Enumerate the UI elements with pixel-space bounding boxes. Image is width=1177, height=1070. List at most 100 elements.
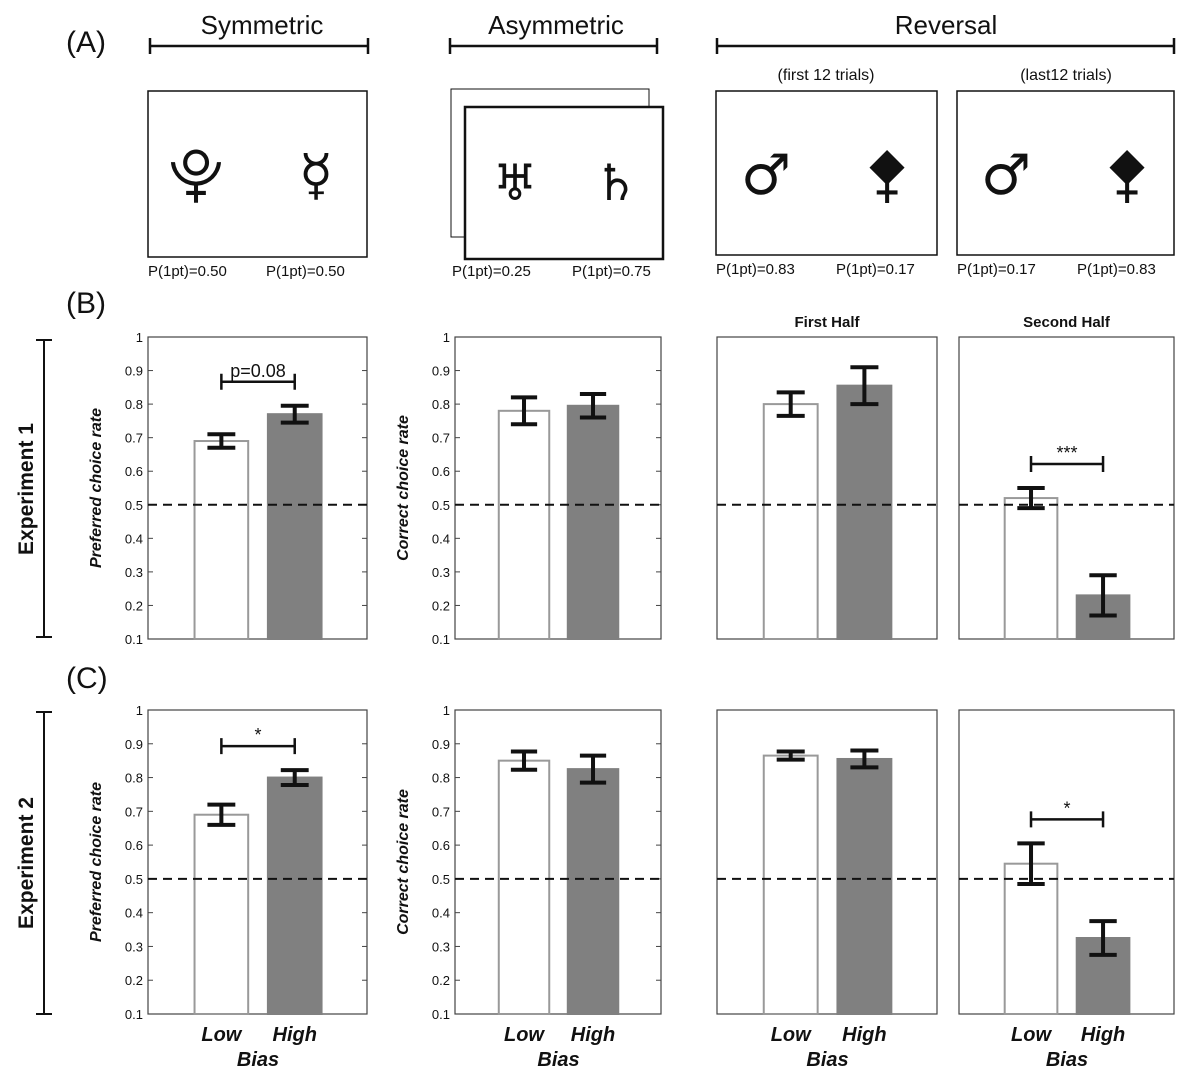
error-bar [280, 403, 309, 425]
subplot-title: First Half [794, 314, 860, 331]
plot-frame [147, 709, 368, 1015]
y-tick-label: 0.8 [432, 397, 450, 412]
probability-label-right: P(1pt)=0.17 [836, 261, 915, 278]
significance-label: *** [1057, 443, 1078, 463]
stimulus-card-symmetric: ⯓ ☿ P(1pt)=0.50 P(1pt)=0.50 [147, 90, 368, 280]
error-bar [207, 432, 236, 450]
error-bar [579, 753, 607, 785]
y-tick-label: 0.6 [125, 464, 143, 479]
bar-high [836, 384, 893, 640]
probability-label-left: P(1pt)=0.25 [452, 263, 531, 280]
error-bar [280, 768, 309, 787]
plot-frame [716, 709, 938, 1015]
y-axis-label: Correct choice rate [395, 415, 412, 561]
y-tick-label: 0.3 [432, 565, 450, 580]
bar-high [266, 413, 323, 640]
chart-panel: Second Half *** [958, 314, 1175, 641]
x-axis-label: Bias [806, 1049, 848, 1070]
significance-bracket [220, 738, 296, 755]
probability-label-left: P(1pt)=0.17 [957, 261, 1036, 278]
significance-label: p=0.08 [230, 361, 286, 381]
significance-label: * [1064, 798, 1071, 818]
plot-frame [958, 709, 1175, 1015]
chart-panel: First Half [716, 314, 938, 640]
chart-panel: 0.1 0.2 0.3 0.4 0.5 0.6 0.7 0.8 0.9 1 Correct choi… [395, 330, 662, 647]
y-tick-label: 0.4 [432, 531, 450, 546]
error-bar [1017, 486, 1045, 511]
x-category-label: Low [771, 1024, 812, 1046]
card-frame [715, 90, 938, 256]
y-tick-label: 0.9 [432, 737, 450, 752]
experiment-2-label: Experiment 2 [15, 797, 38, 929]
chart-panel: * Low High Bias [958, 709, 1175, 1070]
alchemical-symbol-left-icon: ⯓ [169, 143, 224, 208]
mars-symbol-icon: ♂ [981, 143, 1031, 208]
chart-panel: 0.1 0.2 0.3 0.4 0.5 0.6 0.7 0.8 0.9 1 Preferred ch… [88, 330, 368, 647]
stimulus-card-reversal-first: (first 12 trials) ♂ ⯞ P(1pt)=0.83 P(1pt)… [715, 67, 938, 278]
y-tick-label: 0.8 [432, 771, 450, 786]
alchemical-symbol-left-icon: ♅ [493, 154, 538, 212]
y-tick-label: 0.5 [125, 498, 143, 513]
bracket-line [36, 339, 52, 638]
bar-high [566, 768, 620, 1015]
y-tick-label: 0.6 [432, 464, 450, 479]
bar-low [1003, 862, 1059, 1016]
panel-letter-a: (A) [66, 26, 106, 59]
y-tick-label: 0.2 [125, 973, 143, 988]
y-tick-label: 1 [136, 330, 143, 345]
y-axis-label: Correct choice rate [395, 789, 412, 935]
x-category-label: High [571, 1024, 615, 1046]
mars-symbol-icon: ♂ [741, 143, 791, 208]
x-category-label: Low [504, 1024, 545, 1046]
error-bar [579, 392, 607, 420]
bar-low [1003, 497, 1059, 641]
plot-frame [454, 336, 662, 640]
probability-label-right: P(1pt)=0.75 [572, 263, 651, 280]
experiment-1-label: Experiment 1 [15, 423, 38, 555]
y-tick-label: 1 [443, 330, 450, 345]
bar-low [762, 754, 819, 1015]
probability-label-right: P(1pt)=0.50 [266, 263, 345, 280]
y-tick-label: 0.9 [432, 364, 450, 379]
y-tick-label: 1 [443, 703, 450, 718]
probability-label-left: P(1pt)=0.83 [716, 261, 795, 278]
y-tick-label: 0.5 [432, 872, 450, 887]
stimulus-card-asymmetric: ♅ ♄ P(1pt)=0.25 P(1pt)=0.75 [450, 88, 665, 280]
experiment-2-bracket: Experiment 2 [15, 711, 52, 1015]
y-axis-label: Preferred choice rate [88, 782, 105, 942]
plot-frame [958, 336, 1175, 640]
x-category-label: Low [201, 1024, 242, 1046]
y-tick-label: 1 [136, 703, 143, 718]
group-header-asymmetric: Asymmetric [448, 10, 659, 54]
y-tick-label: 0.7 [432, 804, 450, 819]
y-tick-label: 0.5 [125, 872, 143, 887]
experiment-1-bracket: Experiment 1 [15, 339, 52, 638]
subplot-title: Second Half [1023, 314, 1111, 331]
bar-charts: 0.1 0.2 0.3 0.4 0.5 0.6 0.7 0.8 0.9 1 Preferred ch… [88, 314, 1175, 1070]
error-bar [850, 365, 879, 407]
group-title-symmetric: Symmetric [201, 10, 324, 40]
significance-label: * [255, 725, 262, 745]
y-tick-label: 0.8 [125, 771, 143, 786]
y-tick-label: 0.8 [125, 397, 143, 412]
chart-panel: 0.1 0.2 0.3 0.4 0.5 0.6 0.7 0.8 0.9 1 Correct choi… [395, 703, 662, 1070]
error-bar [510, 395, 538, 427]
y-tick-label: 0.6 [125, 838, 143, 853]
x-category-label: High [1081, 1024, 1125, 1046]
card-frame [956, 90, 1175, 256]
panel-letter-c: (C) [66, 662, 108, 695]
panel-letter-b: (B) [66, 287, 106, 320]
error-bar [776, 390, 805, 418]
stimulus-card-reversal-last: (last12 trials) ♂ ⯞ P(1pt)=0.17 P(1pt)=0… [956, 67, 1175, 278]
alchemical-symbol-right-icon: ⯞ [1107, 143, 1148, 208]
plot-frame [716, 336, 938, 640]
bar-low [193, 813, 250, 1016]
x-axis-label: Bias [537, 1049, 579, 1070]
y-tick-label: 0.5 [432, 498, 450, 513]
bar-high [836, 757, 893, 1015]
y-tick-label: 0.4 [125, 531, 143, 546]
significance-bracket [220, 373, 296, 390]
bar-low [497, 759, 551, 1016]
trials-subtitle: (last12 trials) [1020, 67, 1112, 84]
